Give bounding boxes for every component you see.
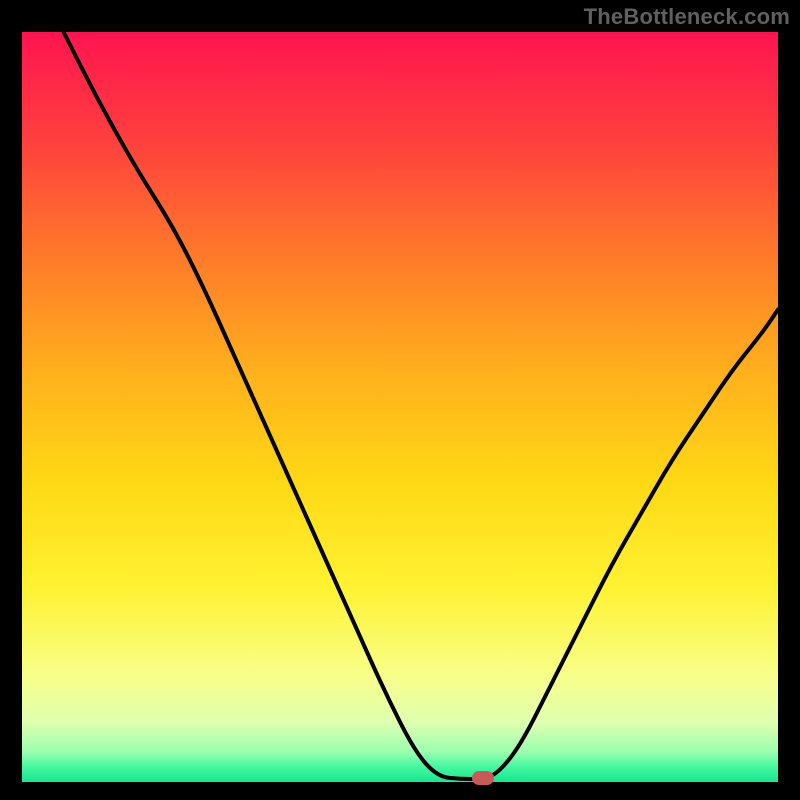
watermark-text: TheBottleneck.com xyxy=(584,4,790,30)
curve-svg xyxy=(22,32,778,782)
plot-area xyxy=(22,32,778,782)
chart-container: TheBottleneck.com xyxy=(0,0,800,800)
bottleneck-curve xyxy=(64,32,778,779)
optimal-marker xyxy=(472,771,494,785)
